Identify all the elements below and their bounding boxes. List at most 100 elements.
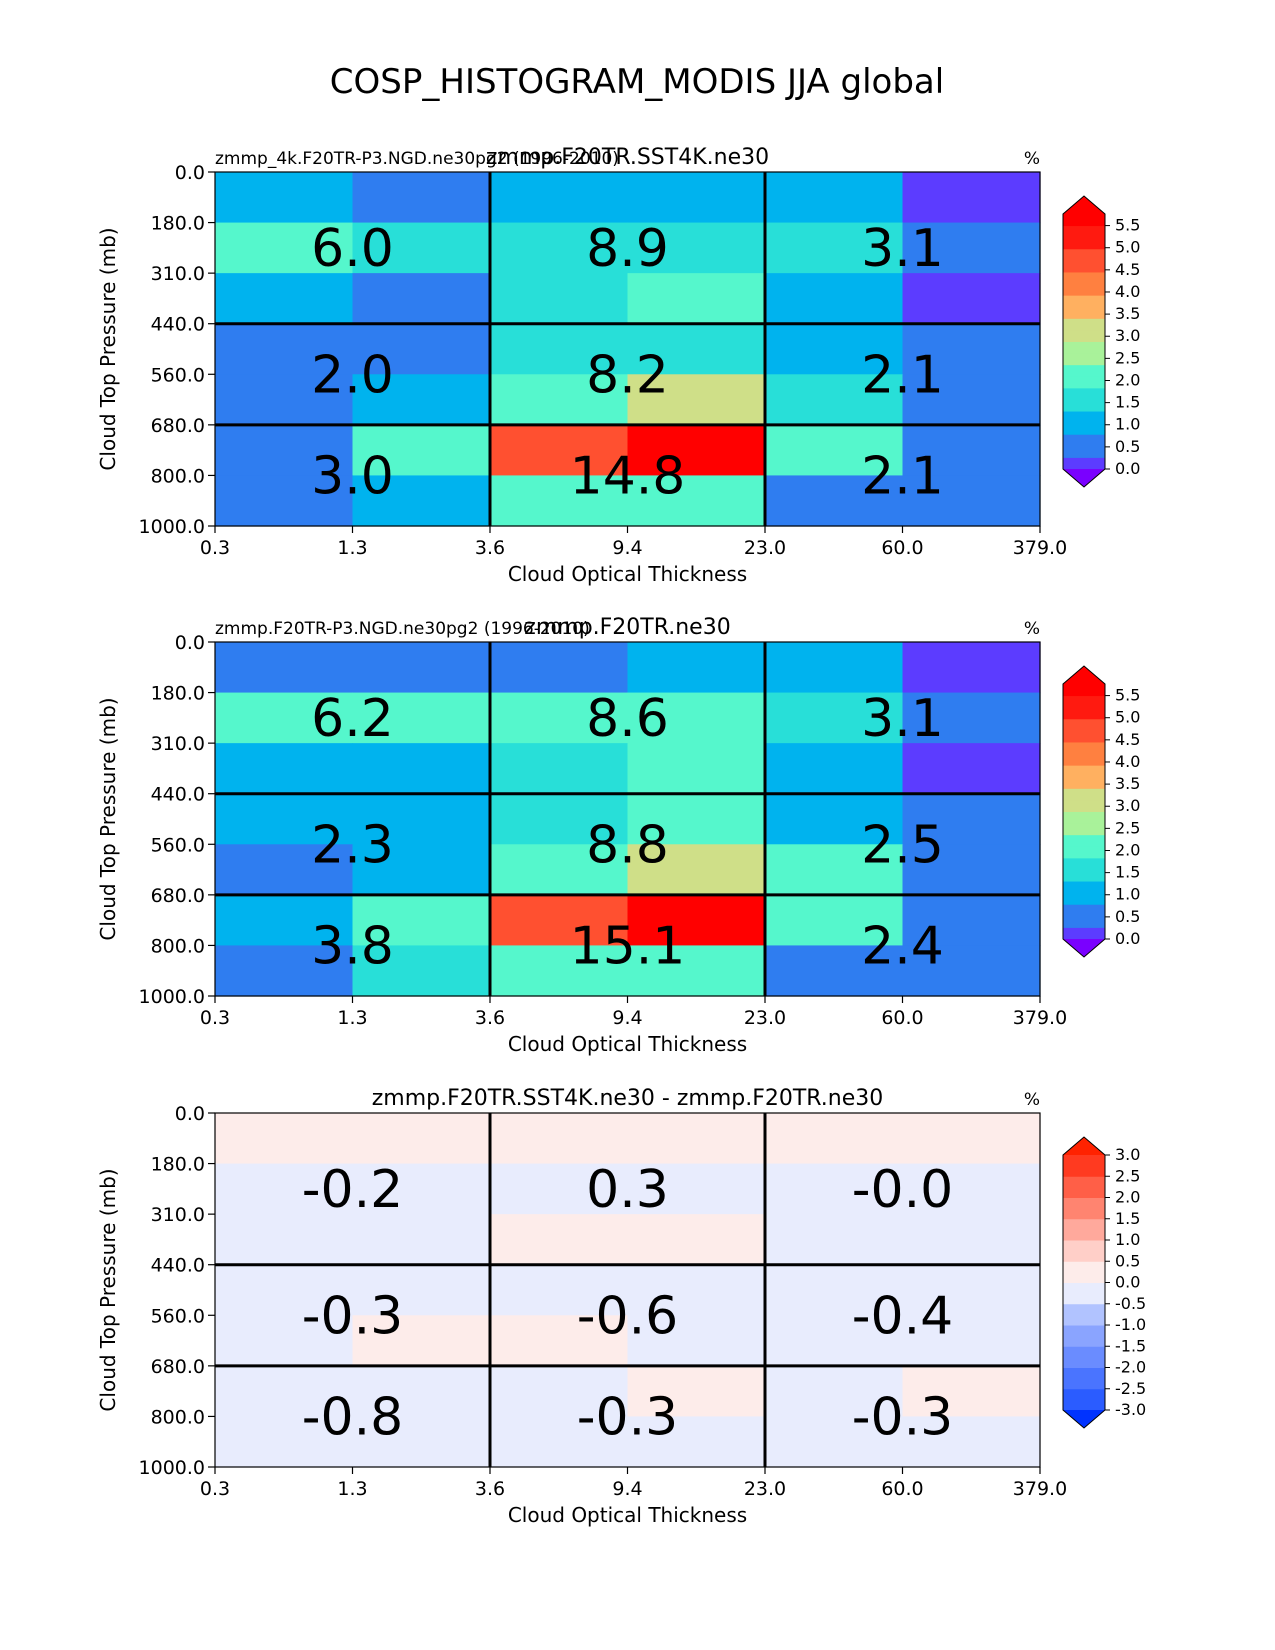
colorbar-tick-label: 2.5 — [1115, 1166, 1140, 1185]
heatmap-cell — [765, 1163, 904, 1215]
heatmap-cell — [352, 273, 491, 325]
colorbar-bin — [1063, 1197, 1105, 1220]
colorbar-tick-label: -0.5 — [1115, 1294, 1146, 1313]
heatmap-cell — [490, 642, 629, 694]
x-axis-label: Cloud Optical Thickness — [508, 1503, 747, 1527]
heatmap-cell — [215, 945, 354, 997]
colorbar-tick-label: 0.5 — [1115, 1251, 1140, 1270]
heatmap-cell — [490, 1365, 629, 1418]
colorbar-under-arrow — [1063, 939, 1105, 957]
colorbar-bin — [1063, 1367, 1105, 1390]
heatmap-cell — [352, 894, 491, 947]
heatmap-cell — [352, 475, 491, 527]
x-tick-label: 9.4 — [612, 537, 642, 559]
group-sum-label: 2.4 — [861, 916, 944, 976]
colorbar-bin — [1063, 1303, 1105, 1326]
y-tick-label: 800.0 — [151, 465, 205, 487]
heatmap-cell — [352, 424, 491, 477]
heatmap-cell — [352, 374, 491, 426]
heatmap-cell — [902, 642, 1041, 694]
heatmap-cell — [215, 1113, 354, 1165]
heatmap-cell — [627, 642, 766, 694]
colorbar-bin — [1063, 881, 1105, 894]
heatmap-cell — [490, 1264, 629, 1316]
group-sum-label: -0.8 — [302, 1387, 403, 1447]
heatmap-cell — [627, 844, 766, 896]
colorbar-bin — [1063, 811, 1105, 824]
colorbar-bin — [1063, 341, 1105, 354]
colorbar-tick-label: 2.5 — [1115, 348, 1140, 367]
panel-subtitle: zmmp.F20TR-P3.NGD.ne30pg2 (1996-2010) — [215, 619, 590, 639]
colorbar-bin — [1063, 927, 1105, 940]
colorbar-bin — [1063, 707, 1105, 720]
heatmap-cell — [765, 1113, 904, 1165]
heatmap-cell — [352, 1163, 491, 1215]
colorbar-bin — [1063, 718, 1105, 731]
colorbar-bin — [1063, 730, 1105, 743]
group-sum-label: -0.3 — [577, 1387, 678, 1447]
colorbar-tick-label: 1.5 — [1115, 863, 1140, 882]
heatmap-cell — [215, 743, 354, 795]
heatmap-cell — [765, 1365, 904, 1418]
heatmap-cell — [627, 1365, 766, 1418]
colorbar-tick-label: 0.0 — [1115, 459, 1140, 478]
x-tick-label: 23.0 — [744, 1007, 786, 1029]
heatmap-cell — [902, 374, 1041, 426]
colorbar-bin — [1063, 387, 1105, 400]
heatmap-cell — [215, 844, 354, 896]
colorbar-tick-label: 0.0 — [1115, 929, 1140, 948]
y-tick-label: 560.0 — [151, 834, 205, 856]
heatmap-cell — [352, 743, 491, 795]
colorbar-bin — [1063, 318, 1105, 331]
units-label: % — [1024, 149, 1040, 169]
colorbar-tick-label: 5.0 — [1115, 238, 1140, 257]
panel-subtitle: zmmp_4k.F20TR-P3.NGD.ne30pg2 (1996-2010) — [215, 149, 619, 169]
y-axis-label: Cloud Top Pressure (mb) — [96, 1168, 120, 1411]
heatmap-cell — [490, 1163, 629, 1215]
x-tick-label: 379.0 — [1013, 537, 1067, 559]
colorbar-bin — [1063, 788, 1105, 801]
heatmap-cell — [627, 273, 766, 325]
colorbar-tick-label: 0.5 — [1115, 907, 1140, 926]
heatmap-cell — [765, 692, 904, 744]
panels: 6.0 8.9 3.1 2.0 8.2 2.1 3.0 14.8 2.1 0.3 1.3 3.6 9.4… — [96, 145, 1146, 1527]
y-tick-label: 0.0 — [175, 632, 205, 654]
heatmap-cell — [902, 424, 1041, 477]
group-sum-label: 3.8 — [311, 916, 394, 976]
heatmap-cell — [902, 1113, 1041, 1165]
y-tick-label: 680.0 — [151, 415, 205, 437]
units-label: % — [1024, 619, 1040, 639]
y-tick-label: 560.0 — [151, 364, 205, 386]
colorbar-bin — [1063, 753, 1105, 766]
heatmap-cell — [352, 1214, 491, 1266]
y-tick-label: 680.0 — [151, 885, 205, 907]
heatmap-cell — [765, 1214, 904, 1266]
group-sum-label: 2.1 — [861, 446, 944, 506]
heatmap-cell — [765, 222, 904, 274]
colorbar-tick-label: -2.5 — [1115, 1379, 1146, 1398]
group-sum-label: -0.4 — [852, 1286, 953, 1346]
colorbar-tick-label: 2.0 — [1115, 1188, 1140, 1207]
heatmap-cell — [215, 172, 354, 224]
colorbar-bin — [1063, 399, 1105, 412]
group-sum-label: 2.5 — [861, 815, 944, 875]
colorbar-bin — [1063, 445, 1105, 458]
colorbar-tick-label: 1.5 — [1115, 393, 1140, 412]
heatmap-cell — [490, 844, 629, 896]
group-sum-label: -0.3 — [302, 1286, 403, 1346]
heatmap-cell — [765, 1416, 904, 1468]
colorbar-bin — [1063, 695, 1105, 708]
heatmap-cell — [215, 1315, 354, 1367]
heatmap-cell — [765, 642, 904, 694]
group-sum-label: 15.1 — [570, 916, 686, 976]
colorbar-bin — [1063, 353, 1105, 366]
colorbar-bin — [1063, 892, 1105, 905]
heatmap-cell — [215, 793, 354, 845]
colorbar-tick-label: 5.0 — [1115, 708, 1140, 727]
colorbar-bin — [1063, 823, 1105, 836]
colorbar-tick-label: 4.5 — [1115, 730, 1140, 749]
colorbar-bin — [1063, 1261, 1105, 1283]
group-sum-label: 8.8 — [586, 815, 669, 875]
colorbar-bin — [1063, 214, 1105, 227]
group-lines — [215, 1113, 1040, 1467]
